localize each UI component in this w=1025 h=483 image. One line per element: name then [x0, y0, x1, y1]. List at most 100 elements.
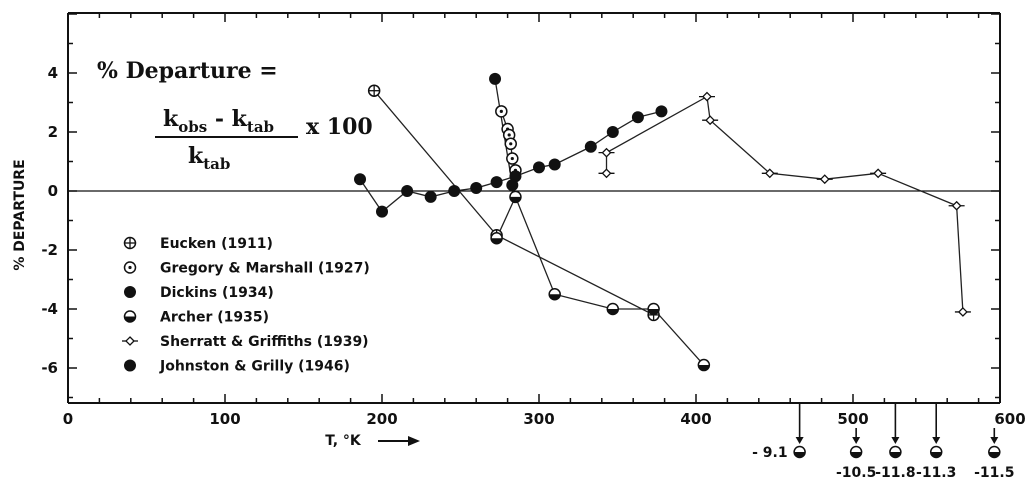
marker-half: [850, 452, 862, 458]
data-point-series-4: [761, 168, 778, 179]
marker-dot: [655, 105, 668, 118]
formula-numerator-part: k: [232, 106, 248, 132]
marker-diamond: [873, 168, 884, 179]
marker-diamond: [957, 307, 968, 317]
data-point-series-5: [506, 179, 519, 192]
x-tick-label: 200: [366, 410, 397, 428]
data-point-series-2: [548, 158, 561, 171]
axes: 4 2 0 -2 -4 -6 0 100 200 300 400 500 600 T, °K % DEPAR…: [12, 12, 1025, 449]
series-line-3: [496, 195, 705, 366]
data-point-series-3: [647, 302, 660, 316]
marker-half: [607, 309, 619, 315]
legend-marker: [124, 359, 136, 372]
data-point-series-2: [533, 161, 545, 174]
x-tick-label: 400: [680, 410, 711, 428]
x-tick-label: 300: [523, 410, 554, 428]
formula-denominator: ktab: [188, 143, 230, 173]
legend-label: Johnston & Grilly (1946): [159, 359, 350, 375]
data-point-series-2: [354, 173, 367, 186]
marker-diamond: [125, 336, 135, 346]
legend-label: Sherratt & Griffiths (1939): [160, 334, 369, 350]
formula-numerator-part: obs: [178, 118, 207, 136]
marker-dot: [448, 185, 461, 197]
legend-marker: [123, 310, 137, 323]
data-point-series-4: [702, 115, 719, 126]
legend-label: Dickins (1934): [160, 285, 274, 301]
legend-marker: [122, 336, 138, 346]
formula-numerator: kobs - ktab: [163, 106, 274, 136]
off-scale-arrowhead: [852, 437, 861, 444]
formula-denominator-sub: tab: [203, 155, 230, 173]
marker-center: [509, 142, 513, 146]
legend-marker: [124, 286, 136, 298]
series-line-4: [605, 95, 964, 312]
y-tick-label: -4: [41, 300, 58, 318]
off-scale-arrowhead: [932, 437, 941, 444]
data-points: [354, 72, 971, 372]
marker-dot: [489, 72, 502, 85]
y-tick-label: -6: [41, 359, 58, 377]
off-scale-marker: [849, 445, 863, 459]
marker-diamond: [601, 168, 612, 179]
marker-dot: [401, 185, 414, 197]
marker-dot: [548, 158, 561, 171]
y-tick-label: 4: [48, 64, 58, 82]
data-point-series-4: [698, 91, 715, 102]
data-point-series-2: [470, 182, 483, 195]
formula-numerator-part: -: [207, 106, 231, 132]
marker-diamond: [702, 91, 712, 102]
formula-lhs: % Departure =: [97, 58, 278, 84]
legend-marker: [123, 236, 137, 250]
data-point-series-2: [655, 105, 668, 118]
x-axis-label: T, °K: [325, 433, 362, 449]
formula-numerator-part: k: [163, 106, 179, 132]
data-point-series-4: [954, 307, 971, 317]
marker-center: [499, 109, 503, 113]
marker-diamond: [705, 115, 716, 126]
x-tick-label: 0: [63, 410, 73, 428]
marker-center: [510, 156, 514, 161]
data-point-series-2: [584, 140, 597, 153]
data-point-series-2: [631, 111, 644, 124]
marker-dot: [584, 140, 597, 153]
off-scale-marker: [793, 445, 806, 459]
marker-half: [491, 238, 503, 244]
off-scale-label: -11.3: [916, 465, 956, 481]
data-point-series-3: [606, 302, 620, 316]
off-scale-label: -11.8: [875, 465, 915, 481]
y-tick-label: -2: [41, 241, 58, 259]
data-point-series-3: [697, 358, 711, 372]
marker-half: [930, 452, 942, 458]
formula-multiplier: x 100: [306, 114, 373, 140]
marker-diamond: [601, 147, 612, 158]
marker-half: [509, 196, 521, 203]
marker-dot: [490, 176, 503, 189]
marker-diamond: [819, 174, 830, 185]
data-point-series-4: [870, 168, 887, 179]
off-scale-label: - 9.1: [752, 445, 788, 461]
data-point-series-4: [816, 174, 833, 185]
data-point-series-4: [948, 200, 965, 211]
y-tick-label: 2: [48, 123, 58, 141]
off-scale-arrowhead: [891, 437, 900, 444]
off-scale-marker: [988, 445, 1001, 459]
off-scale-arrowhead: [990, 437, 999, 444]
x-axis-arrow-head: [408, 436, 420, 446]
legend-label: Archer (1935): [160, 310, 269, 326]
legend-label: Gregory & Marshall (1927): [160, 261, 370, 277]
data-point-series-2: [448, 185, 461, 197]
marker-dot: [376, 205, 388, 218]
off-scale-label: -10.5: [836, 465, 876, 481]
marker-dot: [631, 111, 644, 124]
marker-dot: [124, 359, 136, 372]
data-point-series-3: [509, 190, 522, 204]
x-tick-label: 600: [994, 410, 1025, 428]
marker-dot: [506, 179, 519, 192]
data-point-series-5: [489, 72, 502, 85]
marker-center: [128, 265, 132, 270]
data-point-series-2: [424, 190, 437, 203]
legend-label: Eucken (1911): [160, 236, 273, 252]
data-point-series-4: [598, 168, 615, 179]
